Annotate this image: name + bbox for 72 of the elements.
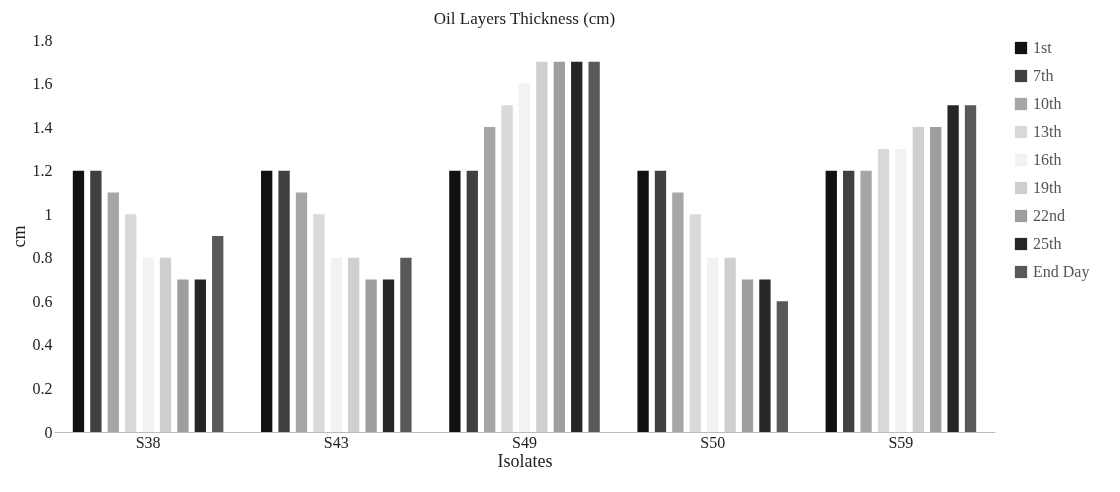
bar bbox=[930, 127, 942, 432]
legend-label: 25th bbox=[1033, 235, 1062, 252]
bar bbox=[449, 170, 461, 432]
bar bbox=[571, 61, 583, 432]
bar bbox=[724, 257, 736, 432]
bar bbox=[947, 105, 959, 432]
y-tick-label: 1 bbox=[44, 205, 53, 223]
bar bbox=[877, 148, 890, 432]
bar bbox=[825, 170, 837, 432]
legend-label: 16th bbox=[1033, 151, 1062, 168]
bar bbox=[895, 148, 907, 432]
bar bbox=[689, 214, 701, 432]
y-tick-label: 1.8 bbox=[32, 31, 53, 49]
bar bbox=[159, 257, 172, 432]
legend-label: 22nd bbox=[1033, 207, 1065, 224]
legend-label: 10th bbox=[1033, 95, 1062, 112]
x-axis-title: Isolates bbox=[497, 450, 553, 471]
bar bbox=[637, 170, 649, 432]
bar bbox=[588, 61, 600, 432]
bar bbox=[912, 127, 924, 432]
legend-label: 1st bbox=[1033, 39, 1053, 56]
bar bbox=[672, 192, 684, 432]
bar bbox=[72, 170, 85, 432]
bar bbox=[707, 257, 719, 432]
bar bbox=[501, 105, 513, 432]
y-tick-label: 0.2 bbox=[32, 379, 53, 397]
y-axis-title: cm bbox=[8, 225, 29, 248]
chart-title: Oil Layers Thickness (cm) bbox=[433, 9, 616, 28]
bar bbox=[400, 257, 412, 432]
bar bbox=[142, 257, 154, 432]
y-tick-label: 0.6 bbox=[32, 292, 53, 310]
y-tick-label: 1.2 bbox=[32, 162, 53, 180]
bar bbox=[759, 279, 771, 432]
bar bbox=[313, 214, 325, 432]
legend-label: End Day bbox=[1033, 263, 1090, 281]
legend-label: 7th bbox=[1033, 67, 1054, 84]
bar bbox=[553, 61, 565, 432]
bar bbox=[466, 170, 478, 432]
bar bbox=[860, 170, 872, 432]
bar bbox=[348, 257, 360, 432]
y-tick-label: 1.4 bbox=[32, 118, 53, 136]
bar bbox=[212, 236, 224, 432]
y-tick-label: 0.4 bbox=[32, 336, 53, 354]
bar bbox=[484, 127, 496, 432]
bar bbox=[654, 170, 667, 432]
bar bbox=[843, 170, 855, 432]
bar bbox=[90, 170, 102, 432]
y-tick-label: 0 bbox=[44, 423, 53, 441]
x-tick-label: S38 bbox=[135, 433, 161, 451]
bar bbox=[278, 170, 290, 432]
x-tick-label: S50 bbox=[700, 433, 726, 451]
x-tick-label: S49 bbox=[512, 433, 537, 451]
bar bbox=[295, 192, 308, 432]
bar bbox=[107, 192, 119, 432]
bar bbox=[330, 257, 342, 432]
legend-label: 13th bbox=[1033, 123, 1062, 140]
bar bbox=[741, 279, 754, 432]
bar bbox=[382, 279, 395, 432]
bar bbox=[536, 61, 548, 432]
bar bbox=[261, 170, 273, 432]
bar bbox=[365, 279, 377, 432]
bar bbox=[518, 83, 531, 432]
bar bbox=[964, 105, 977, 432]
x-tick-label: S59 bbox=[888, 433, 914, 451]
legend-label: 19th bbox=[1033, 179, 1062, 196]
bar bbox=[177, 279, 189, 432]
bar bbox=[194, 279, 206, 432]
x-tick-label: S43 bbox=[323, 433, 349, 451]
y-tick-label: 1.6 bbox=[32, 75, 53, 93]
bar bbox=[776, 301, 788, 432]
y-tick-label: 0.8 bbox=[32, 249, 53, 267]
bar bbox=[125, 214, 137, 432]
